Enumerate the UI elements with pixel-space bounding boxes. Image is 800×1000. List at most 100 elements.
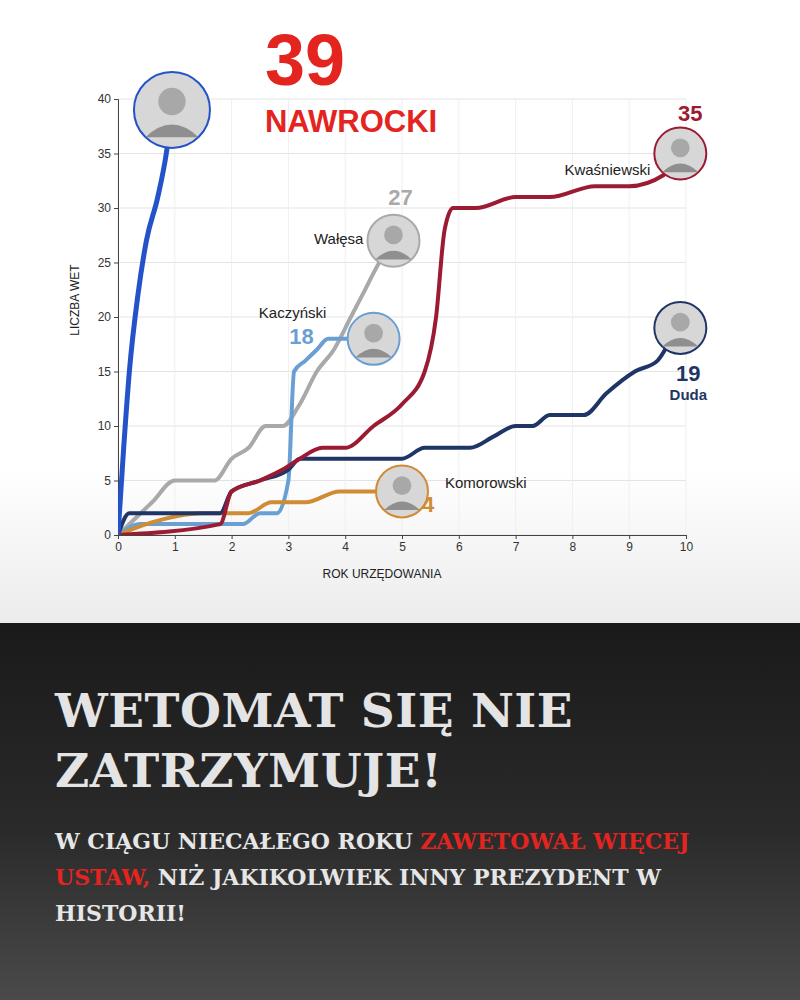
series-name: Kwaśniewski: [564, 161, 650, 178]
tick-label: 25: [98, 256, 112, 270]
series-line: [118, 339, 374, 535]
tick-label: 5: [104, 474, 111, 488]
tick-label: 5: [399, 540, 406, 554]
tick-mark: [114, 208, 118, 209]
text-panel: WETOMAT SIĘ NIE ZATRZYMUJE! W CIĄGU NIEC…: [0, 623, 800, 1000]
tick: 10: [98, 419, 118, 433]
series-name: Wałęsa: [314, 230, 364, 247]
tick-mark: [114, 317, 118, 318]
tick-label: 4: [342, 540, 349, 554]
x-axis: 0 1 2 3 4 5 6 7 8 9 10: [115, 535, 693, 554]
tick-label: 10: [680, 540, 694, 554]
tick-mark: [114, 535, 118, 536]
data-label: 18: [289, 324, 313, 349]
portrait-head: [384, 226, 403, 245]
tick: 25: [98, 256, 118, 270]
series-name: Kaczyński: [259, 304, 327, 321]
portrait-body: [355, 349, 391, 358]
tick-mark: [459, 535, 460, 539]
data-label: 27: [388, 185, 412, 210]
portrait: [654, 302, 706, 354]
data-label: 35: [678, 101, 702, 126]
tick: 40: [98, 92, 118, 106]
tick-label: 30: [98, 201, 112, 215]
series-name: NAWROCKI: [265, 104, 437, 139]
tick-mark: [686, 535, 687, 539]
portrait-body: [662, 338, 698, 347]
tick-label: 0: [104, 528, 111, 542]
tick-label: 3: [286, 540, 293, 554]
y-axis-title: LICZBA WET: [68, 264, 82, 336]
tick: 30: [98, 201, 118, 215]
tick: 4: [342, 535, 349, 554]
portrait-body: [384, 501, 420, 510]
portrait-body: [145, 125, 198, 138]
axis-line: [114, 100, 119, 536]
tick-label: 2: [229, 540, 236, 554]
tick-mark: [114, 154, 118, 155]
portrait: [654, 128, 706, 180]
tick-mark: [572, 535, 573, 539]
tick-label: 40: [98, 92, 112, 106]
portrait-head: [364, 324, 383, 343]
portrait: [367, 215, 419, 267]
chart: 0 1 2 3 4 5 6 7 8 9 10 0 5 10 15 20 25 30 35 40 ROK URZĘDOWA…: [0, 0, 800, 623]
tick-mark: [175, 535, 176, 539]
data-label: 39: [265, 20, 345, 100]
tick-mark: [114, 481, 118, 482]
tick: 0: [104, 528, 118, 542]
tick-mark: [114, 426, 118, 427]
series-name: Komorowski: [445, 474, 527, 491]
tick: 5: [104, 474, 118, 488]
portrait-head: [671, 313, 690, 332]
tick-label: 1: [172, 540, 179, 554]
tick: 2: [229, 535, 236, 554]
portrait-body: [375, 251, 411, 260]
title: WETOMAT SIĘ NIE ZATRZYMUJE!: [55, 681, 655, 801]
x-axis-title: ROK URZĘDOWANIA: [323, 567, 442, 581]
subtitle: W CIĄGU NIECAŁEGO ROKU ZAWETOWAŁ WIĘCEJ …: [55, 823, 705, 931]
tick: 3: [286, 535, 293, 554]
grid-line: [231, 99, 232, 535]
series-line: [118, 154, 680, 536]
series-line: [118, 328, 680, 535]
portrait: [376, 465, 428, 517]
data-label: 19: [676, 361, 700, 386]
tick: 10: [680, 535, 694, 554]
tick: 15: [98, 365, 118, 379]
tick-label: 35: [98, 147, 112, 161]
tick: 9: [626, 535, 633, 554]
tick-mark: [114, 99, 118, 100]
tick-label: 15: [98, 365, 112, 379]
tick: 8: [570, 535, 577, 554]
portrait-body: [662, 164, 698, 173]
tick-mark: [629, 535, 630, 539]
tick-label: 8: [570, 540, 577, 554]
tick-label: 0: [115, 540, 122, 554]
portrait: [348, 313, 400, 365]
portrait-head: [671, 138, 690, 157]
tick: 7: [513, 535, 520, 554]
tick-mark: [232, 535, 233, 539]
tick: 20: [98, 310, 118, 324]
tick-label: 20: [98, 310, 112, 324]
subtitle-part: W CIĄGU NIECAŁEGO ROKU: [55, 828, 420, 854]
grid-line: [458, 99, 459, 535]
tick: 0: [115, 535, 122, 554]
annotations: 39 NAWROCKI 35 Kwaśniewski 27 Wałęsa 18 Kaczyńs…: [134, 20, 708, 518]
tick-mark: [345, 535, 346, 539]
tick-mark: [516, 535, 517, 539]
grid-line: [515, 99, 516, 535]
tick-mark: [288, 535, 289, 539]
tick-label: 10: [98, 419, 112, 433]
portrait-head: [158, 88, 185, 115]
grid: [118, 99, 686, 535]
grid-line: [345, 99, 346, 535]
tick-label: 7: [513, 540, 520, 554]
tick-label: 9: [626, 540, 633, 554]
tick: 35: [98, 147, 118, 161]
tick-label: 6: [456, 540, 463, 554]
tick-mark: [114, 263, 118, 264]
series-line: [118, 110, 172, 535]
chart-background: 0 1 2 3 4 5 6 7 8 9 10 0 5 10 15 20 25 30 35 40 ROK URZĘDOWA…: [0, 0, 800, 623]
